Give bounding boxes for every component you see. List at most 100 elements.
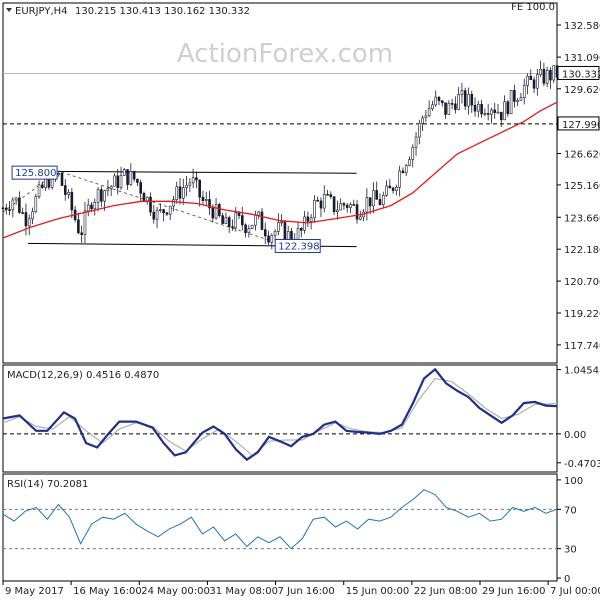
price-candle-body xyxy=(545,69,549,84)
price-candle-body xyxy=(83,210,87,235)
price-candle-body xyxy=(427,108,431,117)
price-candle-body xyxy=(378,199,382,206)
price-candle-body xyxy=(522,85,526,99)
price-candle-body xyxy=(162,209,165,214)
rsi-y-tick-label: 100 xyxy=(564,476,583,487)
price-candle-body xyxy=(191,177,195,184)
price-candle-body xyxy=(388,185,392,189)
price-candle-body xyxy=(195,177,198,181)
price-y-tick-label: 119.220 xyxy=(564,309,600,320)
rsi-panel-frame xyxy=(2,473,558,582)
price-ohlc-readout: 130.215 130.413 130.162 130.332 xyxy=(75,6,250,17)
price-candle-body xyxy=(421,117,424,124)
price-candle-body xyxy=(542,68,546,84)
price-candle-body xyxy=(536,74,539,89)
price-candle-body xyxy=(277,222,280,232)
macd-title: MACD(12,26,9) 0.4516 0.4870 xyxy=(7,370,159,381)
annotation-low-box xyxy=(274,238,321,253)
price-candle-body xyxy=(224,217,228,224)
price-y-tick-label: 129.620 xyxy=(564,85,600,96)
price-candle-body xyxy=(434,96,438,106)
price-candle-body xyxy=(283,221,287,242)
price-candle-body xyxy=(152,211,156,220)
price-candle-body xyxy=(444,102,447,115)
price-candle-body xyxy=(483,113,487,115)
annotation-high-box xyxy=(11,165,58,180)
price-candle-body xyxy=(142,192,146,202)
price-candle-body xyxy=(145,196,149,202)
x-axis-label: 15 Jun 00:00 xyxy=(346,586,410,597)
price-corner-label: FE 100.0 xyxy=(511,2,555,13)
price-dashed-projection xyxy=(2,170,270,241)
price-candle-body xyxy=(80,232,83,235)
annotation-high-label: 125.800 xyxy=(15,168,56,179)
price-candle-body xyxy=(90,204,93,210)
price-candle-body xyxy=(316,199,319,202)
price-candle-body xyxy=(67,192,70,195)
price-candle-body xyxy=(303,216,306,231)
price-candle-body xyxy=(349,204,352,208)
annotation-low-label: 122.398 xyxy=(278,241,319,252)
price-candle-body xyxy=(375,190,379,200)
price-y-tick-label: 122.180 xyxy=(564,245,600,256)
price-candle-body xyxy=(27,218,31,227)
price-candle-body xyxy=(132,171,136,180)
price-candle-body xyxy=(395,186,398,191)
price-y-tick-label: 132.580 xyxy=(564,21,600,32)
price-candle-body xyxy=(4,207,8,210)
price-candle-body xyxy=(440,100,444,104)
price-candle-body xyxy=(313,199,316,219)
price-candle-body xyxy=(555,65,559,78)
price-candle-body xyxy=(418,123,421,138)
price-candle-body xyxy=(516,100,519,102)
price-candle-body xyxy=(244,224,247,233)
price-candle-body xyxy=(385,185,388,196)
price-candle-body xyxy=(309,217,313,222)
price-y-tick-label: 117.740 xyxy=(564,341,600,352)
price-candle-body xyxy=(260,211,264,230)
price-candle-body xyxy=(208,199,211,209)
price-level-label-box xyxy=(557,116,600,131)
price-candle-body xyxy=(188,182,192,186)
price-candle-body xyxy=(227,217,231,227)
price-candle-body xyxy=(204,199,208,201)
price-candle-body xyxy=(103,190,106,202)
x-axis-label: 7 Jul 00:00 xyxy=(550,586,600,597)
price-candle-body xyxy=(93,201,97,210)
price-candle-body xyxy=(450,103,454,105)
price-candle-body xyxy=(467,94,470,107)
price-candle-body xyxy=(506,101,510,115)
price-candle-body xyxy=(532,79,536,89)
price-y-tick-label: 120.700 xyxy=(564,277,600,288)
x-axis-label: 22 Jun 08:00 xyxy=(414,586,478,597)
price-candle-body xyxy=(247,228,251,233)
macd-y-tick-label: -0.4703 xyxy=(564,459,600,470)
price-candle-body xyxy=(332,196,336,213)
price-candle-body xyxy=(513,90,516,102)
price-candle-body xyxy=(457,94,460,110)
price-candle-body xyxy=(306,216,310,222)
price-candle-body xyxy=(470,94,474,106)
price-candle-body xyxy=(113,175,116,187)
price-candle-body xyxy=(129,171,133,185)
price-candle-body xyxy=(486,113,490,115)
price-candle-body xyxy=(352,204,356,206)
price-y-tick-label: 125.160 xyxy=(564,181,600,192)
price-candle-body xyxy=(401,170,405,174)
macd-y-tick-label: 1.0454 xyxy=(564,366,599,377)
price-candle-body xyxy=(96,189,100,203)
price-candle-body xyxy=(273,231,277,236)
price-panel-frame xyxy=(2,2,558,364)
price-candle-body xyxy=(431,104,434,110)
x-axis-label: 29 Jun 16:00 xyxy=(482,586,546,597)
price-candle-body xyxy=(168,205,172,215)
price-candle-body xyxy=(201,196,205,201)
price-candle-body xyxy=(126,169,129,185)
x-axis-label: 24 May 00:00 xyxy=(141,586,210,597)
rsi-y-tick-label: 0 xyxy=(564,574,570,585)
price-candle-body xyxy=(139,182,142,194)
price-candle-body xyxy=(136,178,139,183)
price-candle-body xyxy=(181,187,185,199)
